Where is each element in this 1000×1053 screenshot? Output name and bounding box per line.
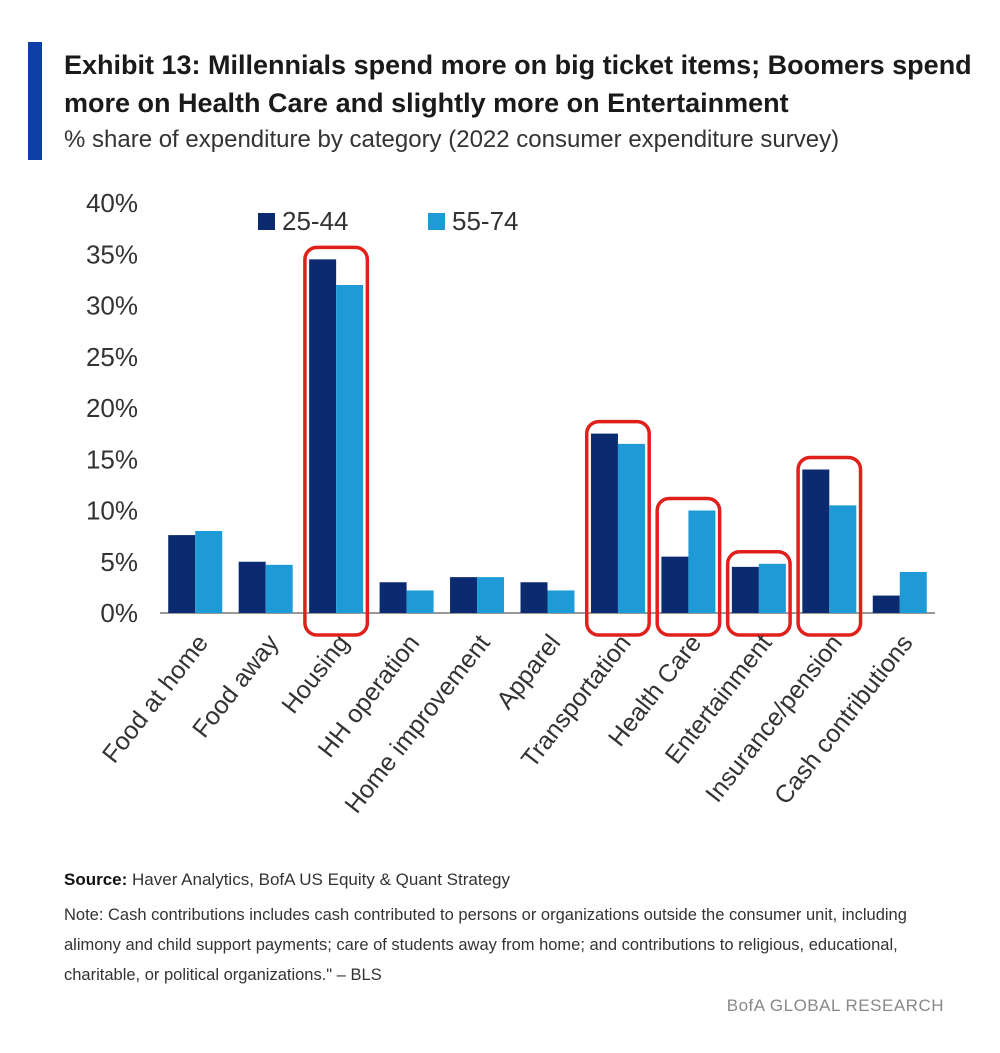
legend-label: 55-74	[452, 206, 519, 236]
chart-subtitle: % share of expenditure by category (2022…	[64, 126, 840, 153]
bar-series2	[195, 531, 223, 613]
bar-series1	[590, 433, 618, 613]
source-label: Source:	[64, 870, 128, 889]
bar-series2	[265, 564, 293, 613]
highlight-box	[725, 550, 792, 637]
y-tick-label: 40%	[86, 188, 138, 218]
bar-series1	[872, 595, 900, 613]
footnote: Note: Cash contributions includes cash c…	[64, 906, 907, 984]
bar-series1	[802, 469, 830, 613]
bar-series2	[477, 577, 505, 613]
bar-series1	[238, 561, 266, 613]
source-line: Source: Haver Analytics, BofA US Equity …	[64, 870, 510, 890]
bar-series2	[758, 563, 786, 613]
bar-series2	[899, 572, 927, 613]
y-tick-label: 20%	[86, 393, 138, 423]
highlight-box	[796, 455, 863, 637]
bar-series1	[309, 259, 337, 613]
x-tick-label: Cash contributions	[769, 629, 919, 809]
y-tick-label: 35%	[86, 239, 138, 269]
bar-series2	[617, 443, 645, 613]
x-tick-label: Food at home	[97, 629, 214, 768]
bar-series1	[731, 566, 759, 613]
y-tick-label: 30%	[86, 291, 138, 321]
highlight-box	[303, 245, 370, 637]
brand-label: BofA GLOBAL RESEARCH	[726, 996, 944, 1015]
y-tick-label: 15%	[86, 444, 138, 474]
bar-series1	[450, 577, 478, 613]
x-tick-label: Apparel	[491, 629, 566, 714]
bar-series1	[520, 582, 548, 613]
legend-swatch	[258, 213, 275, 230]
y-tick-label: 5%	[100, 547, 138, 577]
legend-swatch	[428, 213, 445, 230]
bar-series2	[829, 505, 857, 613]
bar-series2	[547, 590, 575, 613]
accent-bar	[28, 42, 42, 160]
legend-label: 25-44	[282, 206, 349, 236]
bar-series2	[688, 510, 716, 613]
y-tick-label: 25%	[86, 342, 138, 372]
bar-chart: 0%5%10%15%20%25%30%35%40%Food at homeFoo…	[86, 188, 935, 819]
y-tick-label: 0%	[100, 598, 138, 628]
bar-series2	[336, 285, 364, 613]
y-tick-label: 10%	[86, 496, 138, 526]
highlight-box	[584, 419, 651, 637]
bar-series1	[379, 582, 407, 613]
bar-series1	[661, 556, 689, 613]
bar-series1	[168, 535, 196, 613]
chart-title: Exhibit 13: Millennials spend more on bi…	[64, 50, 972, 118]
bar-series2	[406, 590, 434, 613]
highlight-box	[655, 496, 722, 637]
source-text: Haver Analytics, BofA US Equity & Quant …	[132, 870, 510, 889]
